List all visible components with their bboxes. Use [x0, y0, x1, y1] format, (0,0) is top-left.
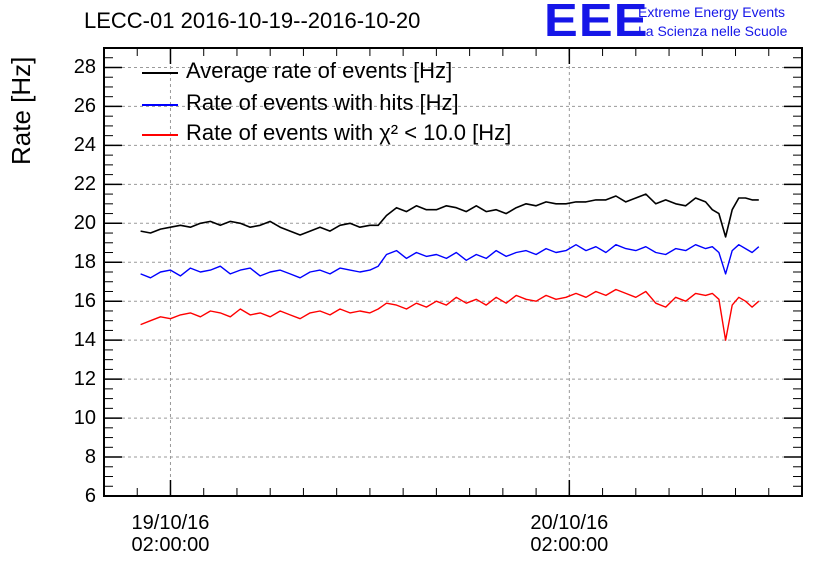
y-tick-label: 20 [73, 212, 96, 235]
legend-entry-chi2: Rate of events with χ² < 10.0 [Hz] [186, 120, 512, 145]
series-line-0 [140, 193, 759, 238]
legend-swatch-average [142, 72, 178, 74]
legend-swatch-hits [142, 104, 178, 106]
legend-swatch-chi2 [142, 134, 178, 136]
x-tick-date: 19/10/16 [131, 512, 210, 534]
y-tick-label: 12 [73, 368, 96, 391]
y-tick-label: 6 [84, 485, 96, 507]
logo-line-1: Extreme Energy Events [638, 4, 786, 20]
logo-line-2: La Scienza nelle Scuole [638, 23, 788, 39]
y-tick-label: 14 [73, 329, 96, 352]
y-tick-label: 22 [73, 173, 96, 196]
series-line-1 [140, 243, 760, 279]
x-tick-label: 19/10/16 02:00:00 [100, 512, 240, 556]
chart-title: LECC-01 2016-10-19--2016-10-20 [84, 8, 421, 33]
grid-lines [104, 48, 802, 496]
x-tick-time: 02:00:00 [530, 534, 609, 556]
series-layer [140, 193, 760, 341]
x-tick-time: 02:00:00 [131, 534, 210, 556]
eee-logo-mark: EEE [544, 0, 649, 46]
legend-entry-hits: Rate of events with hits [Hz] [186, 90, 459, 115]
eee-logo: EEE Extreme Energy Events La Scienza nel… [541, 0, 836, 46]
y-tick-label: 18 [73, 251, 96, 274]
x-tick-label: 20/10/16 02:00:00 [499, 512, 639, 556]
y-tick-label: 24 [73, 134, 96, 157]
y-tick-label: 28 [73, 56, 96, 79]
y-tick-label: 26 [73, 95, 96, 118]
y-tick-label: 16 [73, 290, 96, 313]
legend-entry-average: Average rate of events [Hz] [186, 58, 453, 83]
axis-ticks [104, 48, 802, 497]
y-axis-label: Rate [Hz] [6, 56, 36, 165]
y-tick-label: 10 [73, 407, 96, 430]
series-line-2 [140, 288, 760, 341]
y-tick-label: 8 [84, 446, 96, 469]
x-tick-date: 20/10/16 [530, 512, 609, 534]
